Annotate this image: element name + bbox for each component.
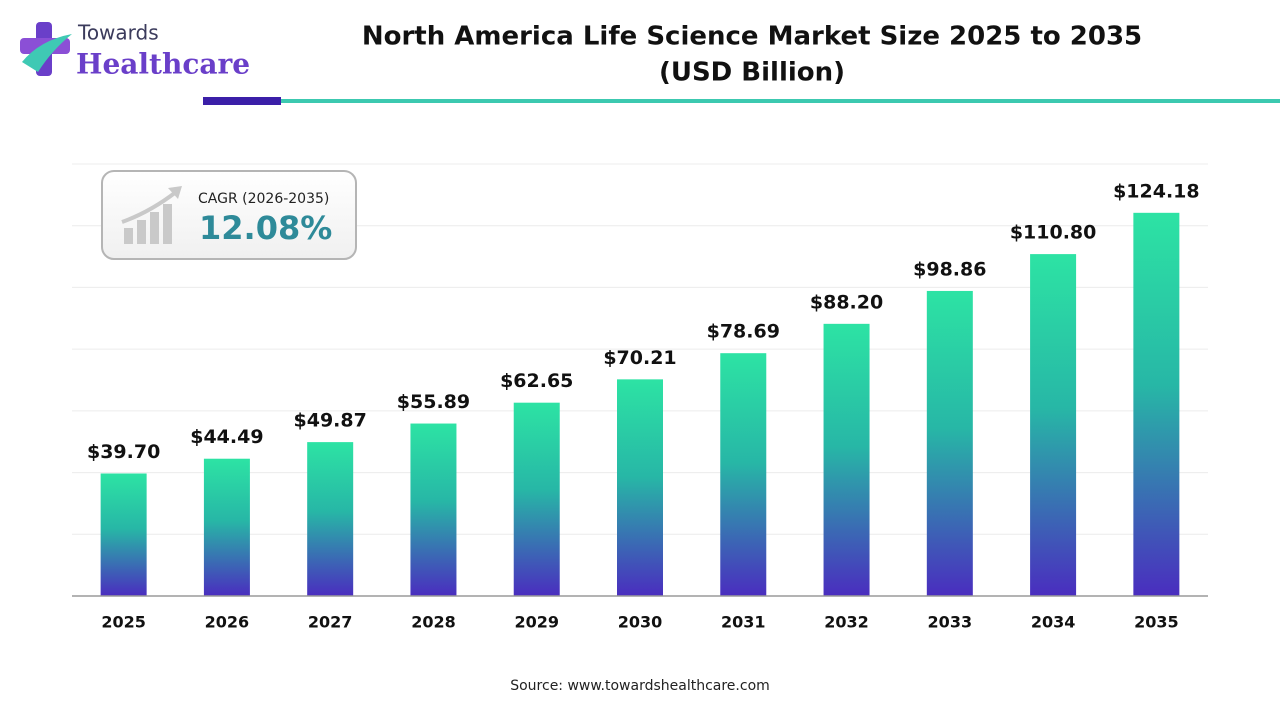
value-label: $70.21 bbox=[603, 347, 676, 369]
cagr-icon bbox=[150, 212, 159, 244]
x-tick-label: 2034 bbox=[1031, 613, 1076, 632]
cagr-label: CAGR (2026-2035) bbox=[198, 191, 329, 207]
bar bbox=[1133, 212, 1180, 597]
value-label: $98.86 bbox=[913, 258, 986, 280]
cagr-icon bbox=[168, 186, 182, 199]
bar bbox=[926, 290, 973, 596]
x-tick-label: 2031 bbox=[721, 613, 766, 632]
chart-subtitle: (USD Billion) bbox=[659, 58, 845, 88]
value-label: $88.20 bbox=[810, 291, 883, 313]
logo-text: Healthcare bbox=[76, 48, 250, 81]
bar bbox=[203, 458, 250, 596]
cagr-box: CAGR (2026-2035) 12.08% bbox=[101, 170, 357, 260]
bar bbox=[513, 402, 560, 596]
x-tick-label: 2032 bbox=[824, 613, 869, 632]
value-label: $110.80 bbox=[1010, 222, 1097, 244]
value-label: $62.65 bbox=[500, 370, 573, 392]
x-tick-label: 2035 bbox=[1134, 613, 1179, 632]
logo-icon bbox=[22, 34, 72, 72]
cagr-icon bbox=[124, 228, 133, 244]
x-tick-label: 2030 bbox=[618, 613, 663, 632]
value-label: $44.49 bbox=[190, 426, 263, 448]
cagr-icon bbox=[121, 190, 178, 224]
x-tick-label: 2026 bbox=[205, 613, 250, 632]
bar bbox=[617, 379, 663, 596]
bar bbox=[823, 323, 870, 596]
cagr-icon bbox=[137, 220, 146, 244]
value-label: $55.89 bbox=[397, 391, 470, 413]
header-rule bbox=[203, 97, 281, 105]
logo: Towards Healthcare bbox=[20, 21, 250, 81]
header-rule bbox=[281, 99, 1280, 103]
cagr-value: 12.08% bbox=[199, 209, 332, 247]
x-tick-label: 2025 bbox=[101, 613, 146, 632]
x-tick-label: 2027 bbox=[308, 613, 353, 632]
logo-text: Towards bbox=[77, 21, 159, 45]
cagr-icon bbox=[163, 204, 172, 244]
x-tick-label: 2033 bbox=[928, 613, 973, 632]
bar bbox=[410, 423, 457, 596]
bar bbox=[1030, 254, 1077, 597]
bar bbox=[100, 473, 147, 596]
chart-title: North America Life Science Market Size 2… bbox=[362, 22, 1142, 52]
bar bbox=[720, 353, 767, 596]
source: Source: www.towardshealthcare.com bbox=[510, 678, 770, 694]
value-label: $124.18 bbox=[1113, 180, 1200, 202]
value-label: $49.87 bbox=[294, 410, 367, 432]
value-label: $39.70 bbox=[87, 441, 160, 463]
bar bbox=[307, 442, 354, 596]
x-tick-label: 2029 bbox=[514, 613, 559, 632]
x-tick-label: 2028 bbox=[411, 613, 456, 632]
value-label: $78.69 bbox=[707, 321, 780, 343]
